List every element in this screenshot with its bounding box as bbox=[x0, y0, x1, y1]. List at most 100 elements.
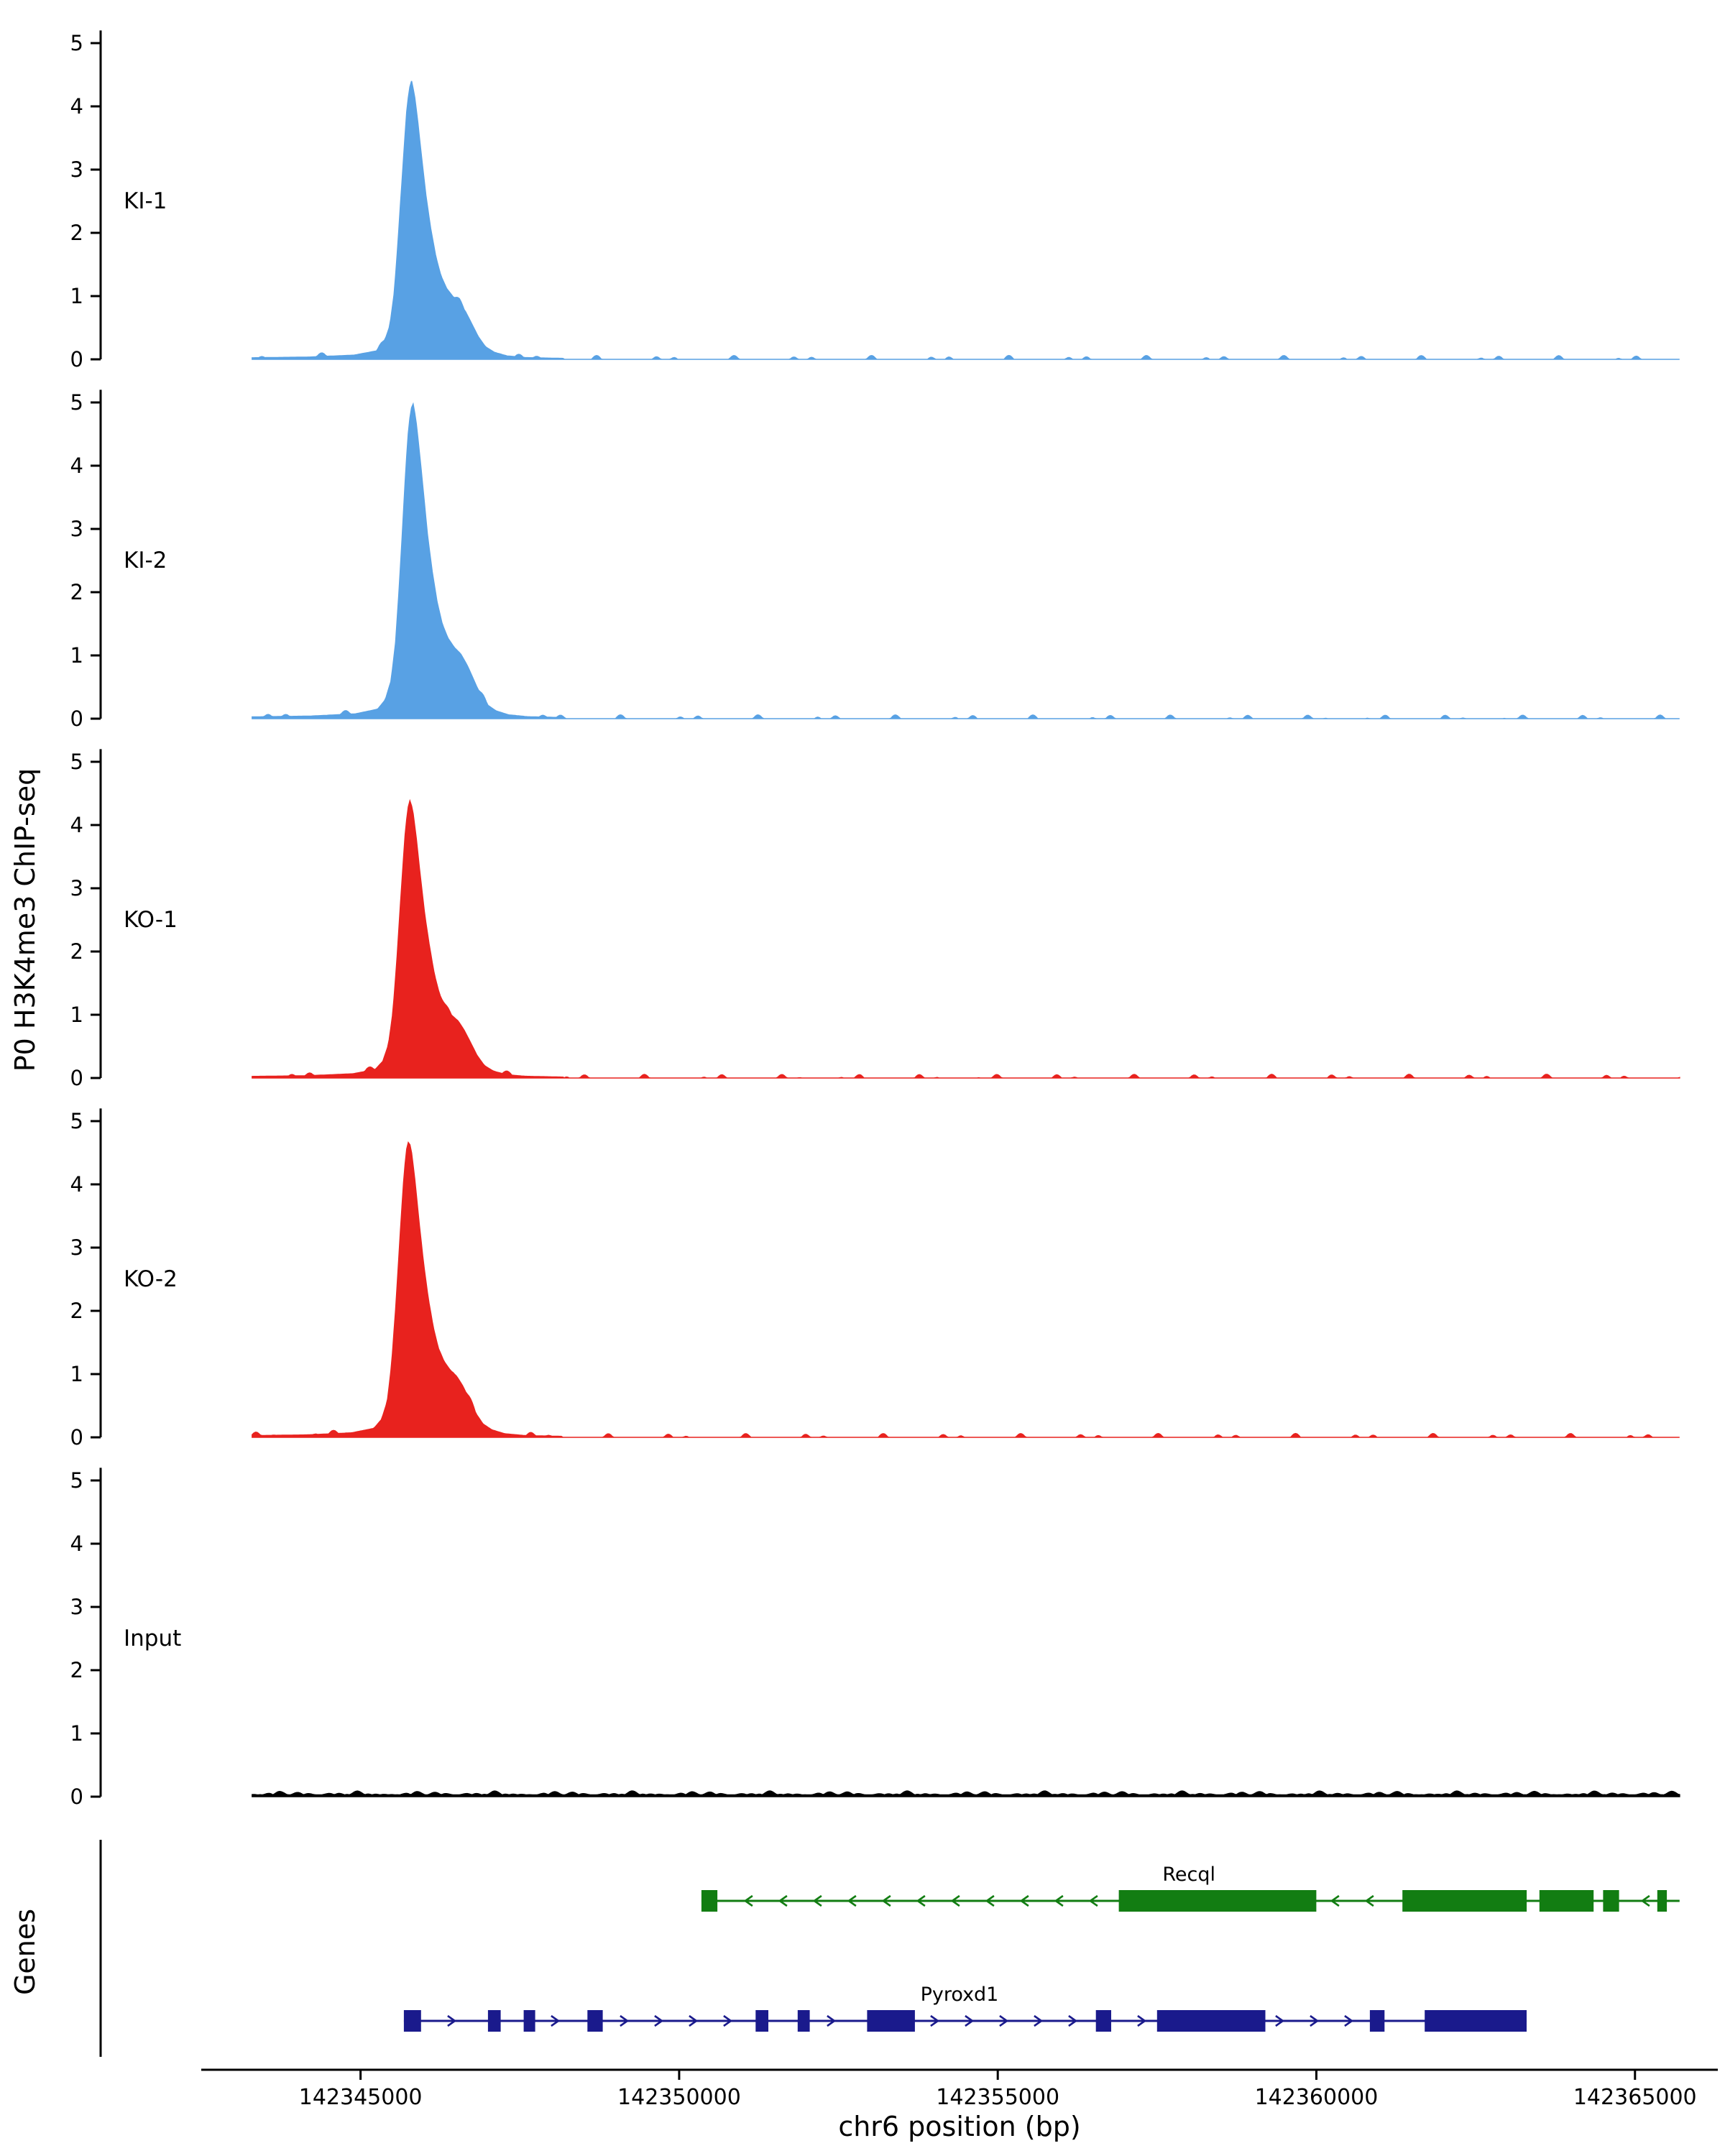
gene-exon bbox=[1095, 2010, 1111, 2032]
gene-exon bbox=[1402, 1890, 1527, 1912]
gene-name-label: Pyroxd1 bbox=[921, 1984, 999, 2006]
strand-arrow-icon bbox=[778, 1894, 788, 1907]
strand-arrow-icon bbox=[551, 2014, 561, 2027]
strand-arrow-icon bbox=[847, 1894, 857, 1907]
gene-exon bbox=[403, 2010, 421, 2032]
y-axis-tick-label: 2 bbox=[70, 221, 83, 245]
y-axis-tick-label: 5 bbox=[70, 31, 83, 55]
strand-arrow-icon bbox=[620, 2014, 630, 2027]
strand-arrow-icon bbox=[1054, 1894, 1064, 1907]
y-axis-tick-label: 0 bbox=[70, 706, 83, 731]
gene-exon bbox=[1539, 1890, 1594, 1912]
y-axis-tick-label: 4 bbox=[70, 453, 83, 478]
strand-arrow-icon bbox=[654, 2014, 664, 2027]
y-axis-tick-label: 2 bbox=[70, 580, 83, 604]
y-axis-tick-label: 2 bbox=[70, 1658, 83, 1682]
track-KO-2: 0 1 2 3 4 5 KO-2 bbox=[70, 1108, 1680, 1450]
gene-exon bbox=[701, 1890, 718, 1912]
gene-exon bbox=[1369, 2010, 1385, 2032]
track-label: Input bbox=[124, 1626, 181, 1651]
strand-arrow-icon bbox=[985, 1894, 995, 1907]
gene-Recql: Recql bbox=[701, 1864, 1680, 1912]
track-signal-area bbox=[252, 1790, 1680, 1797]
strand-arrow-icon bbox=[1137, 2014, 1147, 2027]
strand-arrow-icon bbox=[881, 1894, 891, 1907]
gene-exon bbox=[1425, 2010, 1527, 2032]
strand-arrow-icon bbox=[689, 2014, 699, 2027]
y-axis-tick-label: 3 bbox=[70, 1235, 83, 1260]
y-axis-tick-label: 5 bbox=[70, 1468, 83, 1493]
track-signal-area bbox=[252, 1141, 1680, 1438]
x-axis-tick-label: 142365000 bbox=[1573, 2085, 1697, 2110]
y-axis-tick-label: 0 bbox=[70, 1066, 83, 1090]
gene-exon bbox=[587, 2010, 603, 2032]
y-axis-tick-label: 4 bbox=[70, 94, 83, 119]
y-axis-tick-label: 4 bbox=[70, 1172, 83, 1197]
genes-axis-title: Genes bbox=[9, 1909, 41, 1995]
track-KI-2: 0 1 2 3 4 5 KI-2 bbox=[70, 390, 1680, 731]
gene-exon bbox=[487, 2010, 501, 2032]
gene-name-label: Recql bbox=[1162, 1864, 1215, 1886]
y-axis-tick-label: 2 bbox=[70, 1299, 83, 1323]
strand-arrow-icon bbox=[447, 2014, 457, 2027]
gene-exon bbox=[1118, 1890, 1317, 1912]
strand-arrow-icon bbox=[1034, 2014, 1044, 2027]
gene-exon bbox=[867, 2010, 915, 2032]
strand-arrow-icon bbox=[1310, 2014, 1320, 2027]
y-axis-tick-label: 0 bbox=[70, 1784, 83, 1809]
strand-arrow-icon bbox=[1364, 1894, 1374, 1907]
gene-exon bbox=[755, 2010, 768, 2032]
track-KI-1: 0 1 2 3 4 5 KI-1 bbox=[70, 30, 1680, 372]
strand-arrow-icon bbox=[999, 2014, 1009, 2027]
strand-arrow-icon bbox=[1275, 2014, 1285, 2027]
gene-exon bbox=[797, 2010, 810, 2032]
y-axis-tick-label: 5 bbox=[70, 750, 83, 774]
strand-arrow-icon bbox=[930, 2014, 940, 2027]
strand-arrow-icon bbox=[827, 2014, 837, 2027]
x-axis-tick-label: 142345000 bbox=[299, 2085, 423, 2110]
y-axis-tick-label: 3 bbox=[70, 876, 83, 900]
y-axis-tick-label: 0 bbox=[70, 347, 83, 372]
x-axis-tick-label: 142360000 bbox=[1255, 2085, 1379, 2110]
track-Input: 0 1 2 3 4 5 Input bbox=[70, 1468, 1680, 1809]
strand-arrow-icon bbox=[916, 1894, 926, 1907]
generated-plot-content: 0 1 2 3 4 5 KI-1 0 1 2 3 4 5 KI-2 0 1 2 3 4 5 KO-1 0 1 2 3 4 5 KO-2… bbox=[70, 30, 1718, 2110]
gene-Pyroxd1: Pyroxd1 bbox=[403, 1984, 1527, 2032]
y-axis-tick-label: 1 bbox=[70, 1003, 83, 1027]
x-axis-tick-label: 142355000 bbox=[936, 2085, 1059, 2110]
strand-arrow-icon bbox=[1640, 1894, 1650, 1907]
gene-exon bbox=[1156, 2010, 1266, 2032]
y-axis-tick-label: 5 bbox=[70, 1109, 83, 1133]
strand-arrow-icon bbox=[1344, 2014, 1354, 2027]
y-axis-tick-label: 3 bbox=[70, 1595, 83, 1619]
x-axis-title: chr6 position (bp) bbox=[838, 2111, 1080, 2142]
y-axis-tick-label: 3 bbox=[70, 157, 83, 182]
x-axis-tick-label: 142350000 bbox=[617, 2085, 741, 2110]
strand-arrow-icon bbox=[743, 1894, 753, 1907]
y-axis-tick-label: 1 bbox=[70, 284, 83, 308]
track-signal-area bbox=[252, 798, 1680, 1079]
track-label: KO-1 bbox=[124, 907, 178, 933]
y-axis-tick-label: 1 bbox=[70, 643, 83, 668]
strand-arrow-icon bbox=[1330, 1894, 1340, 1907]
gene-exon bbox=[1657, 1890, 1668, 1912]
strand-arrow-icon bbox=[723, 2014, 733, 2027]
y-axis-tick-label: 5 bbox=[70, 390, 83, 415]
strand-arrow-icon bbox=[1068, 2014, 1078, 2027]
y-axis-tick-label: 1 bbox=[70, 1362, 83, 1386]
track-label: KI-2 bbox=[124, 548, 167, 573]
y-axis-tick-label: 1 bbox=[70, 1721, 83, 1746]
y-axis-title: P0 H3K4me3 ChIP-seq bbox=[9, 768, 41, 1072]
track-label: KO-2 bbox=[124, 1266, 178, 1292]
y-axis-tick-label: 4 bbox=[70, 1531, 83, 1556]
strand-arrow-icon bbox=[965, 2014, 975, 2027]
y-axis-tick-label: 3 bbox=[70, 517, 83, 541]
track-signal-area bbox=[252, 80, 1680, 360]
y-axis-tick-label: 0 bbox=[70, 1425, 83, 1450]
gene-exon bbox=[523, 2010, 535, 2032]
strand-arrow-icon bbox=[812, 1894, 822, 1907]
strand-arrow-icon bbox=[1019, 1894, 1029, 1907]
strand-arrow-icon bbox=[1088, 1894, 1098, 1907]
